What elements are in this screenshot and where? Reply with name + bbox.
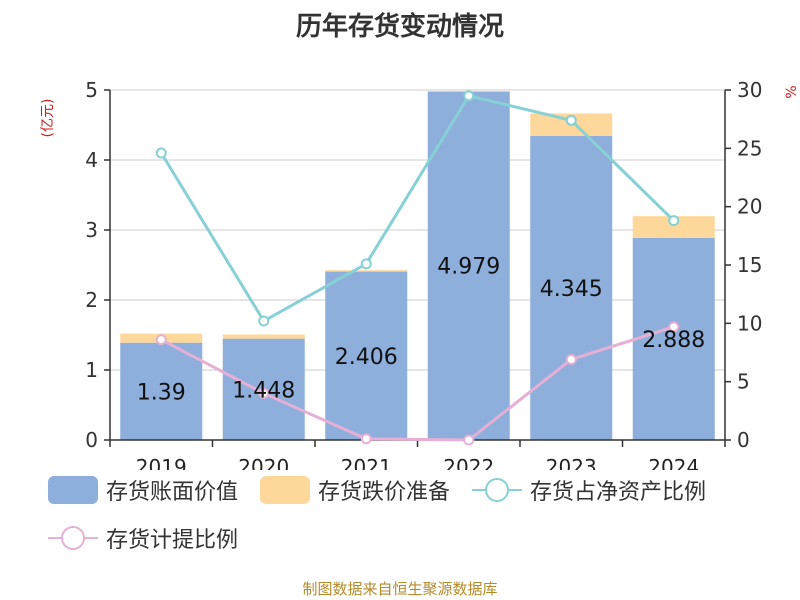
x-tick-label: 2024 [648,455,699,470]
bar-value-label: 2.888 [642,328,705,353]
point-net-asset-ratio [463,90,475,102]
legend-label: 存货跌价准备 [318,480,451,505]
point-net-asset-ratio [155,147,167,159]
bar-value-label: 1.448 [232,378,295,403]
bar-book-value [325,271,408,440]
right-tick-label: 30 [737,78,762,102]
x-tick-label: 2019 [136,455,187,470]
bar-impairment [632,216,715,238]
point-provision-ratio [258,387,270,399]
point-provision-ratio [155,334,167,346]
point-net-asset-ratio [258,315,270,327]
left-tick-label: 5 [85,78,98,102]
right-tick-label: 10 [737,311,762,335]
legend-row: 存货账面价值 存货跌价准备 存货占净资产比例 [48,470,788,510]
x-tick-label: 2023 [546,455,597,470]
data-labels: 1.39 1.448 2.406 4.979 4.345 2.888 [137,255,705,406]
bar-book-value [427,91,510,440]
legend-item-net-asset-ratio[interactable]: 存货占净资产比例 [472,474,706,506]
line-net-asset-ratio [159,94,675,324]
point-provision-ratio [360,433,372,445]
bar-book-value [120,342,203,440]
left-tick-label: 3 [85,218,98,242]
bars [120,91,715,440]
bar-impairment [325,270,408,272]
right-tick-label: 15 [737,253,762,277]
legend-item-book-value[interactable]: 存货账面价值 [48,474,238,506]
lines [155,90,680,446]
legend-label: 存货占净资产比例 [530,480,707,505]
point-net-asset-ratio [360,258,372,270]
axes: 0 1 2 3 4 5 0 5 10 15 20 25 30 2019 2020 2021 2022 2023 20… [40,78,800,470]
legend-line-net-asset-ratio [472,476,523,504]
left-tick-label: 1 [85,358,98,382]
x-tick-label: 2020 [238,455,289,470]
legend-swatch-book-value [48,476,98,504]
x-tick-label: 2022 [443,455,494,470]
bar-value-label: 4.979 [437,255,500,280]
point-provision-ratio [463,434,475,446]
legend-label: 存货计提比例 [106,528,239,553]
legend-swatch-impairment [260,476,311,504]
bar-book-value [530,135,613,440]
legend-item-impairment[interactable]: 存货跌价准备 [260,474,450,506]
legend-row: 存货计提比例 [48,518,788,558]
left-axis-unit: (亿元) [40,99,56,138]
point-provision-ratio [668,321,680,333]
bar-impairment [222,334,305,339]
point-net-asset-ratio [565,114,577,126]
point-provision-ratio [565,354,577,365]
right-tick-label: 20 [737,195,762,219]
x-tick-label: 2021 [341,455,392,470]
left-tick-label: 2 [85,288,98,312]
legend-item-provision-ratio[interactable]: 存货计提比例 [48,522,238,554]
chart-title: 历年存货变动情况 [295,12,504,42]
bar-book-value [632,237,715,440]
chart-plot: 0 1 2 3 4 5 0 5 10 15 20 25 30 2019 2020 2021 2022 2023 20… [40,78,800,470]
right-tick-label: 5 [737,370,750,394]
right-tick-label: 0 [737,428,750,452]
legend-line-provision-ratio [48,524,98,552]
left-tick-label: 4 [85,148,98,172]
legend-label: 存货账面价值 [106,480,239,505]
grid-lines [110,89,725,371]
bar-value-label: 4.345 [540,277,603,302]
bar-value-label: 2.406 [335,345,398,370]
source-note: 制图数据来自恒生聚源数据库 [302,580,498,598]
line-provision-ratio [160,325,675,442]
left-tick-label: 0 [85,428,98,452]
right-tick-label: 25 [737,136,762,160]
legend: 存货账面价值 存货跌价准备 存货占净资产比例 存货计提比例 [48,470,788,566]
point-net-asset-ratio [668,215,680,227]
right-axis-unit: % [784,85,800,98]
bar-value-label: 1.39 [137,380,186,405]
